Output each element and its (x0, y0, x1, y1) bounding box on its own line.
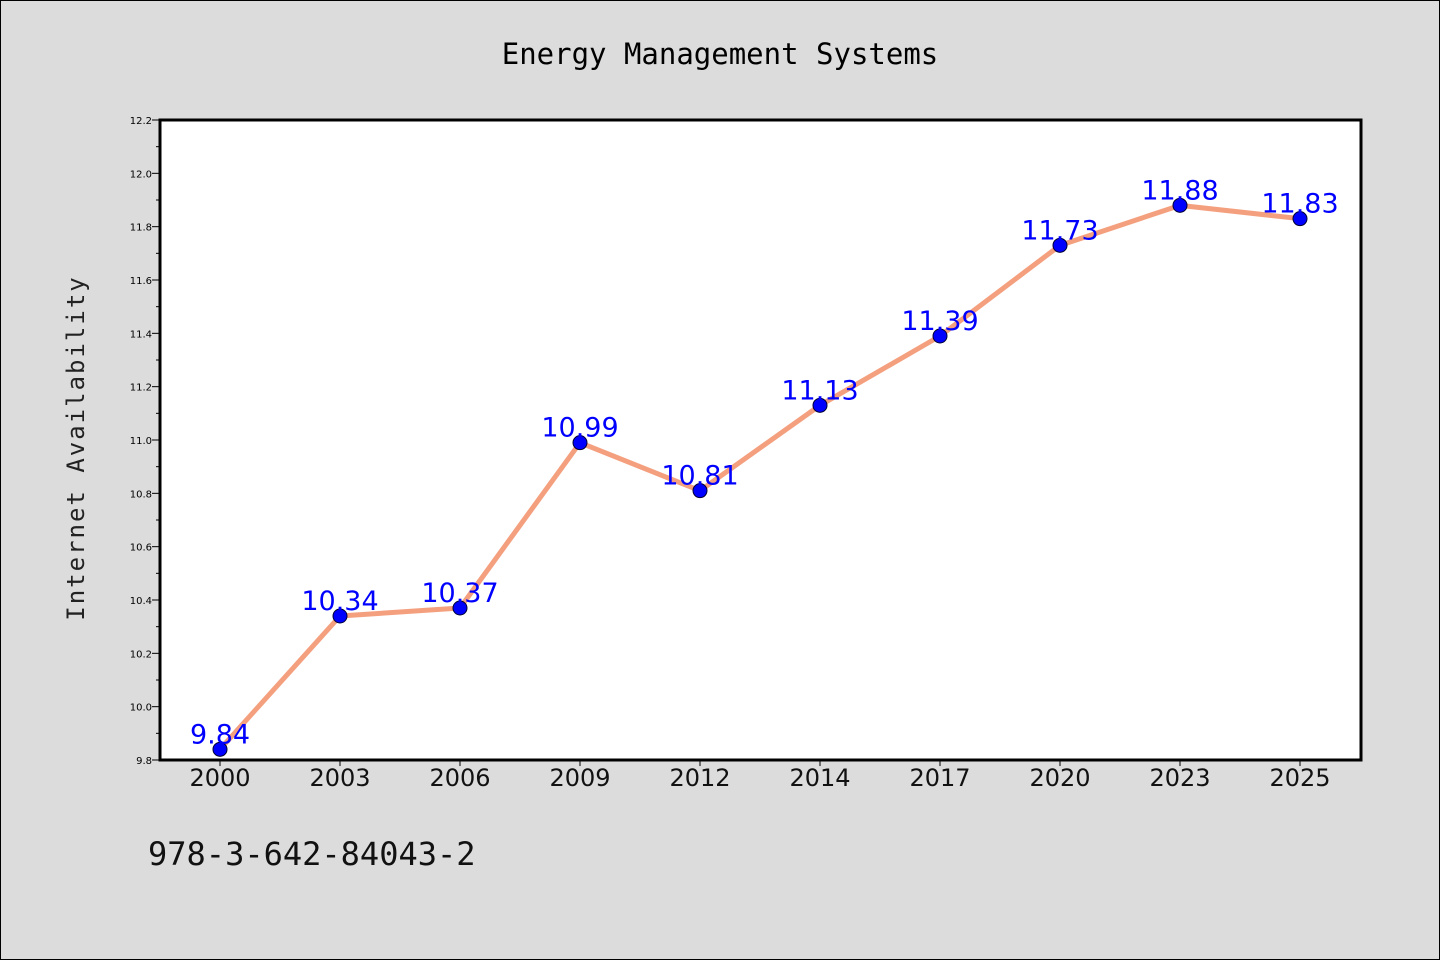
data-label: 10.34 (301, 586, 378, 617)
y-tick-label: 10.4 (130, 596, 152, 607)
marker-group (212, 197, 1308, 757)
data-point (1172, 197, 1188, 213)
y-tick-label: 9.8 (136, 756, 152, 767)
data-label: 10.99 (541, 413, 618, 444)
x-tick-label: 2009 (549, 764, 610, 792)
chart-title: Energy Management Systems (502, 37, 939, 71)
data-point (692, 483, 708, 499)
y-tick-label: 10.8 (130, 489, 152, 500)
data-label: 9.84 (190, 719, 250, 750)
data-point (572, 435, 588, 451)
data-point (1292, 211, 1308, 227)
x-tick-label: 2023 (1149, 764, 1210, 792)
plot-area (158, 118, 1363, 762)
y-tick-label: 10.6 (130, 543, 152, 554)
x-tick-label: 2020 (1029, 764, 1090, 792)
x-axis-ticks: 2000 2003 2006 2009 2012 2014 2017 2020 2023 2025 (189, 760, 1331, 792)
isbn-footer: 978-3-642-84043-2 (148, 835, 476, 873)
data-label: 11.13 (781, 375, 858, 406)
data-label: 11.83 (1261, 189, 1338, 220)
x-tick-label: 2003 (309, 764, 370, 792)
y-axis-ticks: 9.8 10.0 10.2 10.4 10.6 10.8 11.0 11.2 11.4 11.6 1… (130, 116, 160, 767)
data-label: 11.88 (1141, 175, 1218, 206)
data-label: 10.81 (661, 461, 738, 492)
data-label: 11.39 (901, 306, 978, 337)
data-label-group: 9.84 10.34 10.37 10.99 10.81 11.13 11.39 11.73 1… (190, 175, 1339, 750)
x-tick-label: 2017 (909, 764, 970, 792)
y-tick-label: 11.0 (130, 436, 152, 447)
series-line-group (217, 202, 1303, 752)
x-tick-label: 2025 (1269, 764, 1330, 792)
data-label: 11.73 (1021, 215, 1098, 246)
data-point (1052, 237, 1068, 253)
x-tick-label: 2000 (189, 764, 250, 792)
x-tick-label: 2014 (789, 764, 850, 792)
y-tick-label: 11.4 (130, 329, 152, 340)
data-point (452, 600, 468, 616)
y-tick-label: 10.2 (130, 649, 152, 660)
series-line (217, 202, 1303, 752)
y-tick-label: 11.2 (130, 383, 152, 394)
x-tick-label: 2012 (669, 764, 730, 792)
data-label: 10.37 (421, 578, 498, 609)
y-tick-label: 11.6 (130, 276, 152, 287)
y-tick-label: 10.0 (130, 703, 152, 714)
data-point (932, 328, 948, 344)
x-tick-label: 2006 (429, 764, 490, 792)
y-tick-label: 11.8 (130, 223, 152, 234)
data-point (332, 608, 348, 624)
data-point (812, 397, 828, 413)
y-tick-label: 12.2 (130, 116, 152, 127)
y-tick-label: 12.0 (130, 169, 152, 180)
data-point (212, 741, 228, 757)
y-axis-label: Internet Availability (62, 275, 90, 620)
